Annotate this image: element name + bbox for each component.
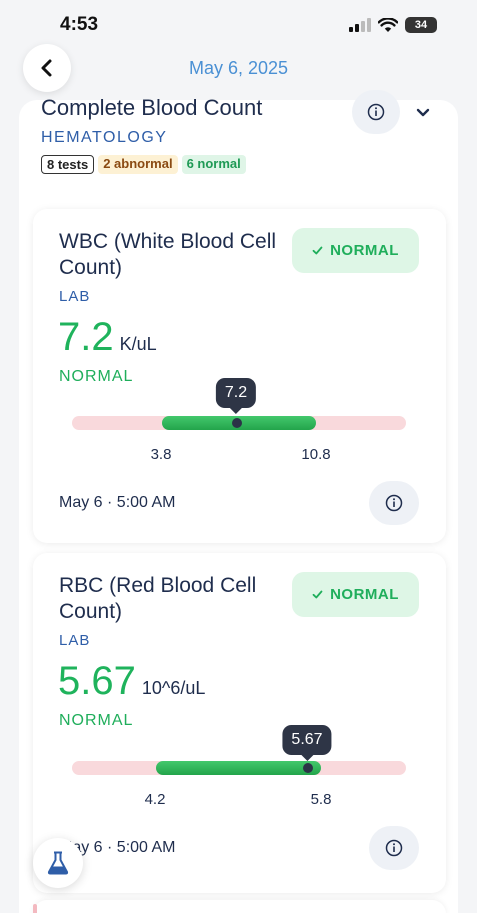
battery-icon: 34 <box>405 17 437 33</box>
range-marker-bubble: 7.2 <box>215 378 257 414</box>
group-badges: 8 tests 2 abnormal 6 normal <box>41 155 246 174</box>
lab-result-card[interactable]: WBC (White Blood Cell Count) NORMAL LAB … <box>33 209 446 543</box>
test-source: LAB <box>59 288 91 305</box>
range-marker-dot <box>303 763 313 773</box>
range-bar <box>72 761 406 775</box>
next-card-edge <box>33 900 446 913</box>
test-timestamp: May 6 · 5:00 AM <box>59 494 176 511</box>
info-icon <box>385 494 403 512</box>
flask-icon <box>47 851 69 875</box>
info-icon <box>367 103 385 121</box>
value-status: NORMAL <box>59 368 134 385</box>
lab-flask-button[interactable] <box>33 838 83 888</box>
value-unit: 10^6/uL <box>141 678 206 698</box>
group-category: HEMATOLOGY <box>41 129 168 146</box>
chevron-left-icon <box>41 59 52 77</box>
status-bar: 4:53 34 <box>0 0 477 50</box>
status-pill-label: NORMAL <box>330 242 399 259</box>
range-marker-dot <box>232 418 242 428</box>
test-value: 5.67 10^6/uL <box>58 659 205 704</box>
test-title: RBC (Red Blood Cell Count) <box>59 574 257 623</box>
range-low-label: 4.2 <box>144 791 166 808</box>
back-button[interactable] <box>23 44 71 92</box>
group-title: Complete Blood Count <box>41 95 263 120</box>
range-high-label: 10.8 <box>301 446 331 463</box>
status-pill: NORMAL <box>292 228 419 273</box>
test-title: WBC (White Blood Cell Count) <box>59 230 277 279</box>
test-value: 7.2 K/uL <box>58 315 157 360</box>
status-pill-label: NORMAL <box>330 586 399 603</box>
value-number: 7.2 <box>58 315 114 359</box>
range-bar <box>72 416 406 430</box>
group-info-button[interactable] <box>352 90 400 134</box>
status-pill: NORMAL <box>292 572 419 617</box>
test-info-button[interactable] <box>369 481 419 525</box>
status-time: 4:53 <box>60 14 99 35</box>
test-timestamp: May 6 · 5:00 AM <box>59 839 176 856</box>
range-normal-fill <box>156 761 321 775</box>
range-high-label: 5.8 <box>310 791 332 808</box>
chevron-down-icon[interactable] <box>413 102 433 122</box>
range-low-label: 3.8 <box>150 446 172 463</box>
lab-result-card[interactable]: RBC (Red Blood Cell Count) NORMAL LAB 5.… <box>33 553 446 893</box>
test-source: LAB <box>59 632 91 649</box>
info-icon <box>385 839 403 857</box>
check-icon <box>312 590 323 599</box>
header-date: May 6, 2025 <box>188 58 289 78</box>
normal-count-badge: 6 normal <box>181 155 246 174</box>
test-info-button[interactable] <box>369 826 419 870</box>
signal-icon <box>349 18 371 32</box>
range-marker-bubble: 5.67 <box>282 725 332 761</box>
value-status: NORMAL <box>59 712 134 729</box>
wifi-icon <box>378 17 398 32</box>
value-number: 5.67 <box>58 659 136 703</box>
tests-count-badge: 8 tests <box>41 155 95 174</box>
status-icons: 34 <box>349 17 437 33</box>
value-unit: K/uL <box>119 334 157 354</box>
abnormal-count-badge: 2 abnormal <box>98 155 178 174</box>
check-icon <box>312 246 323 255</box>
